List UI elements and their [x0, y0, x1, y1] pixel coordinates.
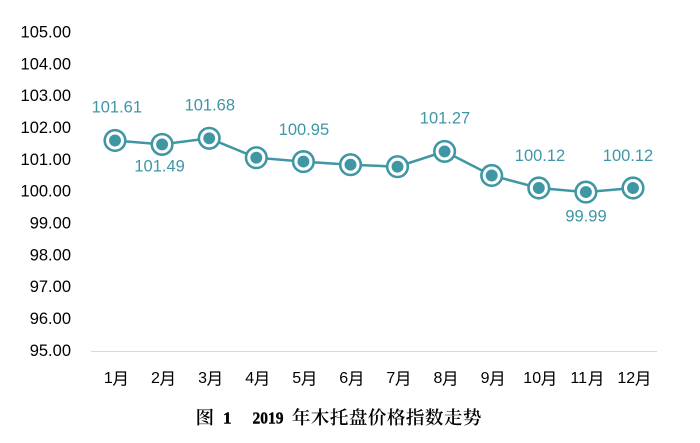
svg-text:101.27: 101.27 [420, 109, 470, 127]
svg-text:95.00: 95.00 [30, 342, 71, 360]
svg-text:101.68: 101.68 [185, 97, 235, 115]
svg-text:7: 7 [386, 370, 395, 387]
svg-text:100.12: 100.12 [603, 147, 653, 165]
svg-text:101.00: 101.00 [21, 151, 71, 169]
svg-text:3: 3 [198, 370, 207, 387]
svg-text:6: 6 [339, 370, 348, 387]
svg-text:103.00: 103.00 [21, 87, 71, 105]
svg-text:8: 8 [434, 370, 443, 387]
svg-text:10: 10 [523, 370, 541, 387]
svg-text:100.95: 100.95 [279, 121, 329, 139]
svg-text:5: 5 [292, 370, 301, 387]
svg-text:1: 1 [223, 409, 232, 428]
svg-text:104.00: 104.00 [21, 55, 71, 73]
svg-text:100.12: 100.12 [515, 147, 565, 165]
svg-text:11: 11 [570, 370, 587, 387]
svg-text:105.00: 105.00 [21, 24, 71, 42]
svg-text:4: 4 [245, 370, 254, 387]
svg-text:98.00: 98.00 [30, 246, 71, 264]
svg-text:101.49: 101.49 [134, 158, 184, 176]
svg-text:96.00: 96.00 [30, 310, 71, 328]
svg-text:97.00: 97.00 [30, 278, 71, 296]
svg-text:99.00: 99.00 [30, 215, 71, 233]
svg-text:2019: 2019 [253, 409, 284, 428]
svg-text:9: 9 [481, 370, 490, 387]
svg-text:1: 1 [104, 370, 113, 387]
svg-text:12: 12 [617, 370, 635, 387]
svg-text:99.99: 99.99 [565, 207, 606, 225]
svg-text:2: 2 [151, 370, 160, 387]
svg-text:101.61: 101.61 [92, 99, 142, 117]
svg-text:100.00: 100.00 [21, 183, 71, 201]
svg-text:102.00: 102.00 [21, 119, 71, 137]
